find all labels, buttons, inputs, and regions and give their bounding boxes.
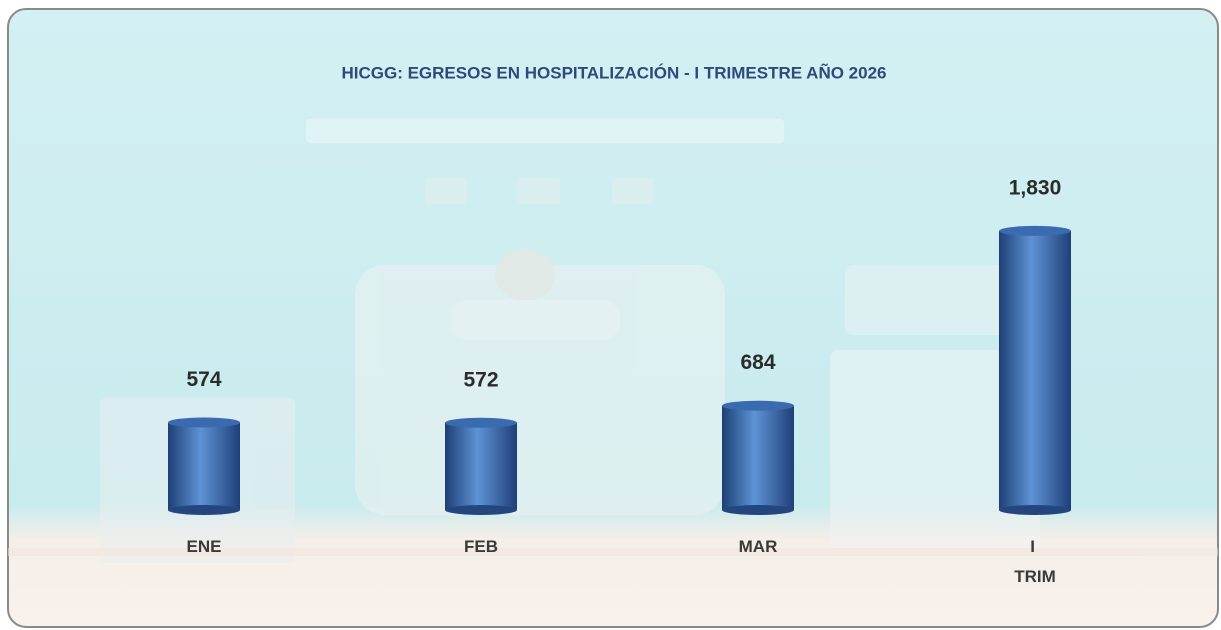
value-label: 572 bbox=[463, 368, 498, 391]
bar bbox=[999, 226, 1071, 515]
bar-base bbox=[999, 505, 1071, 515]
page: {"chart_data": {"type": "bar", "title": … bbox=[0, 0, 1221, 630]
bar-body bbox=[168, 422, 240, 510]
bar bbox=[168, 417, 240, 515]
chart-title: HICGG: EGRESOS EN HOSPITALIZACIÓN - I TR… bbox=[341, 62, 886, 82]
bar-top bbox=[168, 417, 240, 427]
value-label: 574 bbox=[186, 368, 221, 391]
chart: HICGG: EGRESOS EN HOSPITALIZACIÓN - I TR… bbox=[0, 0, 1221, 630]
x-tick-label: ENE bbox=[187, 537, 222, 556]
bar bbox=[722, 401, 794, 515]
bar-body bbox=[445, 423, 517, 510]
bar-body bbox=[999, 231, 1071, 510]
x-tick-label: FEB bbox=[464, 537, 498, 556]
bar-base bbox=[722, 505, 794, 515]
bar-body bbox=[722, 406, 794, 510]
value-label: 684 bbox=[740, 351, 775, 374]
value-label: 1,830 bbox=[1009, 176, 1062, 199]
bar bbox=[445, 418, 517, 515]
bar-base bbox=[445, 505, 517, 515]
x-tick-label: MAR bbox=[739, 537, 778, 556]
bar-top bbox=[722, 401, 794, 411]
bar-base bbox=[168, 505, 240, 515]
bar-top bbox=[445, 418, 517, 428]
bar-top bbox=[999, 226, 1071, 236]
